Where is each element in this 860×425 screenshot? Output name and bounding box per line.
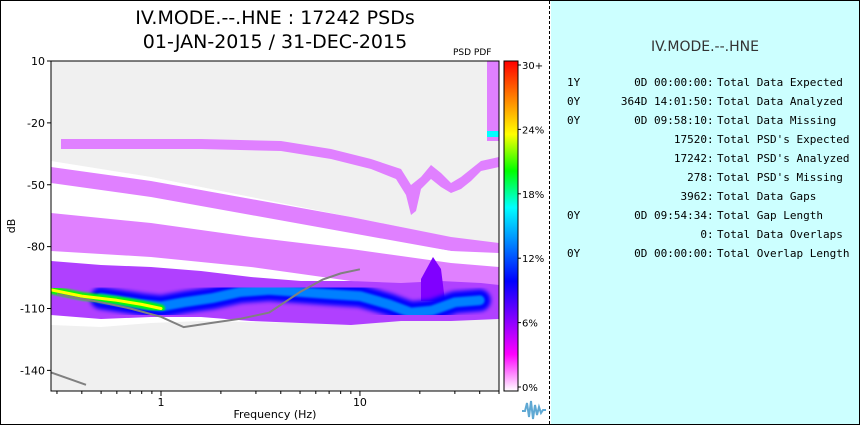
colorbar-tick-label: 12% (522, 254, 544, 265)
plot-border (50, 60, 500, 392)
hot-ridge-core (51, 288, 163, 310)
colorbar-tick-label: 24% (522, 125, 544, 136)
stats-panel: IV.MODE.--.HNE 1Y 0D 00:00:00: Total Data … (551, 1, 859, 424)
stat-value: 364D 14:01:50 (620, 95, 707, 108)
stat-value: 17242 (673, 152, 707, 165)
stat-value: 0D 00:00:00 (634, 247, 707, 260)
stat-row: 17242: Total PSD's Analyzed (551, 149, 859, 168)
stat-separator: : (707, 133, 714, 146)
stat-label: Total Data Gaps (717, 190, 817, 203)
stat-label: Total Gap Length (717, 209, 823, 222)
stat-label: Total PSD's Missing (717, 171, 843, 184)
stat-separator: : (707, 114, 714, 127)
stat-value: 3962 (680, 190, 708, 203)
high-freq-spike (487, 131, 499, 137)
stat-label: Total PSD's Expected (717, 133, 850, 146)
x-tick-label: 10 (353, 396, 367, 409)
waveform-logo-icon (522, 400, 546, 420)
stat-label: Total Data Missing (717, 114, 837, 127)
stat-separator: : (707, 152, 714, 165)
chart-title: IV.MODE.--.HNE : 17242 PSDs (135, 7, 415, 29)
stat-separator: : (707, 171, 714, 184)
stat-years: 0Y (567, 95, 581, 108)
y-tick-label: -50 (27, 179, 45, 192)
stat-value: 0D 09:54:34 (634, 209, 707, 222)
y-tick-label: -20 (27, 117, 45, 130)
stat-row: 1Y 0D 00:00:00: Total Data Expected (551, 73, 859, 92)
stat-row: 0Y 0D 09:54:34: Total Gap Length (551, 206, 859, 225)
colorbar (503, 60, 519, 392)
corner-label: PSD PDF (453, 48, 492, 58)
stat-separator: : (707, 76, 714, 89)
stat-label: Total Overlap Length (717, 247, 850, 260)
upper-mode-band (61, 139, 499, 215)
psd-pdf-panel: IV.MODE.--.HNE : 17242 PSDs 01-JAN-2015 … (1, 1, 549, 424)
stat-row: 3962: Total Data Gaps (551, 187, 859, 206)
stat-years: 0Y (567, 209, 581, 222)
stat-years: 0Y (567, 114, 581, 127)
model-line (56, 268, 361, 329)
high-freq-column (487, 61, 499, 141)
upper-white-gap (51, 197, 499, 267)
model-tail-line (51, 371, 87, 386)
x-tick-label: 1 (157, 396, 164, 409)
upper-pink-band (51, 167, 499, 253)
y-tick-label: -140 (20, 364, 45, 377)
stat-label: Total PSD's Analyzed (717, 152, 850, 165)
y-axis: 10 -20 -50 -80 -110 -140 (20, 55, 51, 377)
stat-separator: : (707, 209, 714, 222)
stat-value: 0D 09:58:10 (634, 114, 707, 127)
panel-divider (549, 1, 550, 424)
chart-subtitle: 01-JAN-2015 / 31-DEC-2015 (142, 31, 408, 53)
stat-row: 278: Total PSD's Missing (551, 168, 859, 187)
middle-pink-band (51, 213, 499, 291)
y-axis-label: dB (5, 219, 18, 234)
stats-title: IV.MODE.--.HNE (651, 39, 759, 55)
colorbar-tick-label: 0% (522, 383, 538, 394)
x-axis-label: Frequency (Hz) (234, 408, 317, 421)
stat-separator: : (707, 247, 714, 260)
colorbar-ticks: 30+ 24% 18% 12% 6% 0% (518, 61, 544, 394)
stat-row: 17520: Total PSD's Expected (551, 130, 859, 149)
y-tick-label: 10 (31, 55, 45, 68)
stat-value: 0D 00:00:00 (634, 76, 707, 89)
stat-years: 1Y (567, 76, 581, 89)
colorbar-tick-label: 6% (522, 319, 538, 330)
stat-value: 278 (687, 171, 707, 184)
stat-value: 0 (700, 228, 707, 241)
stat-years: 0Y (567, 247, 581, 260)
stat-row: 0: Total Data Overlaps (551, 225, 859, 244)
stat-row: 0Y 364D 14:01:50: Total Data Analyzed (551, 92, 859, 111)
pdf-density-layer (51, 61, 499, 391)
stat-value: 17520 (673, 133, 707, 146)
peak-bump (421, 257, 445, 301)
stat-separator: : (707, 228, 714, 241)
stat-label: Total Data Analyzed (717, 95, 843, 108)
stat-row: 0Y 0D 00:00:00: Total Overlap Length (551, 244, 859, 263)
stat-row: 0Y 0D 09:58:10: Total Data Missing (551, 111, 859, 130)
x-axis: 1 10 (56, 391, 500, 409)
colorbar-tick-label: 30+ (522, 61, 543, 72)
stat-label: Total Data Expected (717, 76, 843, 89)
stat-label: Total Data Overlaps (717, 228, 843, 241)
y-tick-label: -80 (27, 241, 45, 254)
psd-pdf-chart: 10 -20 -50 -80 -110 -140 1 10 Frequency (Hz) d… (5, 55, 544, 421)
colorbar-tick-label: 18% (522, 190, 544, 201)
y-tick-label: -110 (20, 303, 45, 316)
stat-separator: : (707, 190, 714, 203)
stat-separator: : (707, 95, 714, 108)
